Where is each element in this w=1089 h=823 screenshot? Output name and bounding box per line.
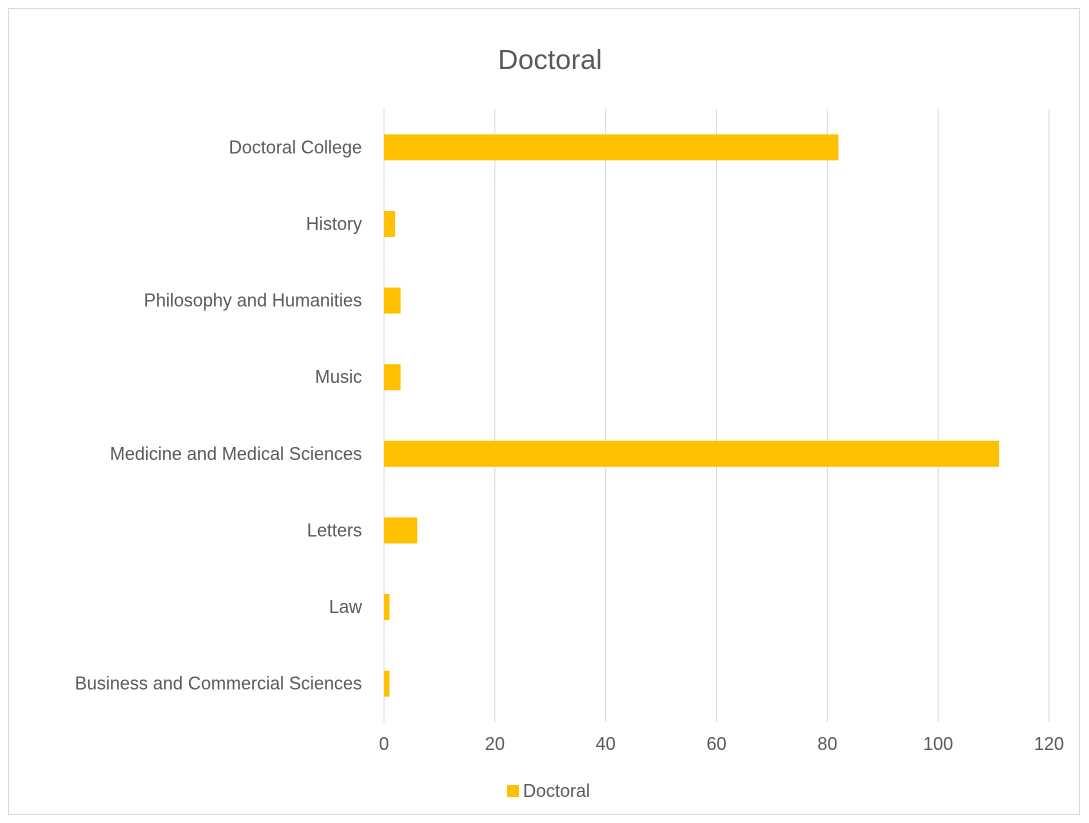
category-labels: Doctoral College History Philosophy and Hu… — [75, 137, 363, 693]
x-tick-label: 60 — [706, 734, 726, 754]
category-label: Philosophy and Humanities — [144, 291, 362, 311]
category-label: Letters — [307, 520, 362, 540]
chart-title: Doctoral — [498, 44, 602, 75]
category-label: Law — [329, 597, 363, 617]
bar-music — [384, 364, 401, 391]
category-label: Music — [315, 367, 362, 387]
bars — [384, 134, 1000, 697]
x-tick-label: 80 — [817, 734, 837, 754]
legend-swatch — [507, 785, 519, 797]
x-tick-label: 120 — [1034, 734, 1064, 754]
bar-doctoral-college — [384, 134, 839, 161]
gridlines — [383, 109, 1050, 722]
legend: Doctoral — [507, 781, 590, 801]
bar-business-and-commercial-sciences — [384, 670, 390, 697]
bar-law — [384, 594, 390, 621]
x-tick-label: 40 — [596, 734, 616, 754]
legend-label: Doctoral — [523, 781, 590, 801]
x-tick-label: 20 — [485, 734, 505, 754]
category-label: Doctoral College — [229, 137, 362, 157]
bar-chart: Doctoral Doctoral College History Philosop… — [75, 44, 1064, 801]
category-label: Business and Commercial Sciences — [75, 674, 362, 694]
bar-philosophy-and-humanities — [384, 287, 401, 314]
chart-frame: Doctoral Doctoral College History Philosop… — [8, 8, 1080, 815]
bar-letters — [384, 517, 418, 544]
bar-medicine-and-medical-sciences — [384, 440, 1000, 467]
x-tick-label: 0 — [379, 734, 389, 754]
category-label: History — [306, 214, 362, 234]
x-axis-ticks: 0 20 40 60 80 100 120 — [379, 734, 1064, 754]
bar-history — [384, 210, 396, 237]
x-tick-label: 100 — [923, 734, 953, 754]
category-label: Medicine and Medical Sciences — [110, 444, 362, 464]
